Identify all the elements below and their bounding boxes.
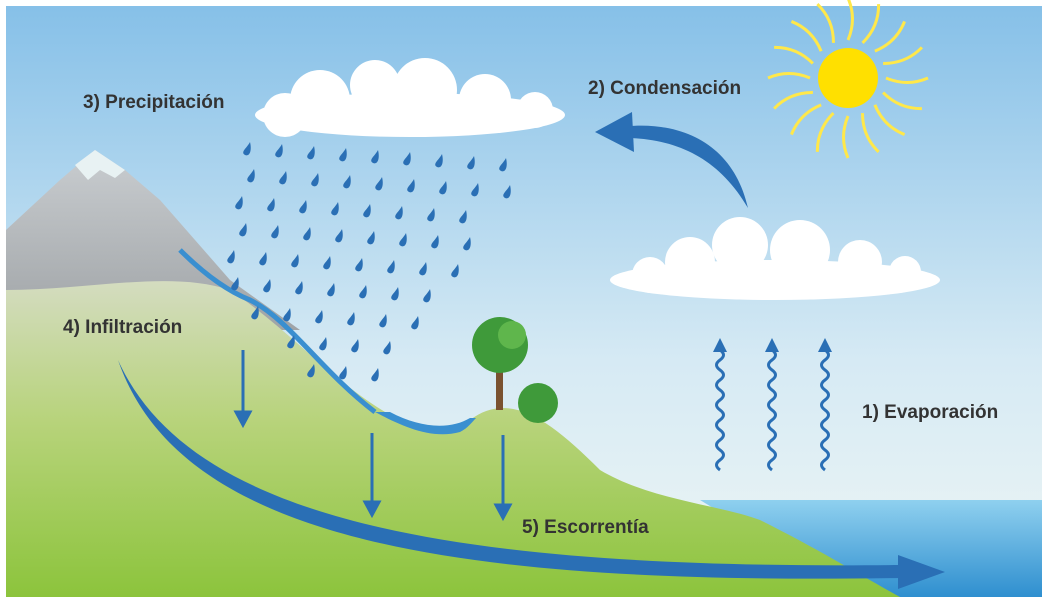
runoff-label: 5) Escorrentía [522, 517, 649, 538]
water-cycle-diagram: 3) Precipitación 2) Condensación 4) Infi… [0, 0, 1048, 603]
tree-highlight [498, 321, 526, 349]
evaporation-label: 1) Evaporación [862, 402, 998, 423]
precipitation-label: 3) Precipitación [83, 92, 225, 113]
condensation-label: 2) Condensación [588, 78, 741, 99]
infiltration-label: 4) Infiltración [63, 317, 182, 338]
bush [518, 383, 558, 423]
sun-disc [818, 48, 878, 108]
